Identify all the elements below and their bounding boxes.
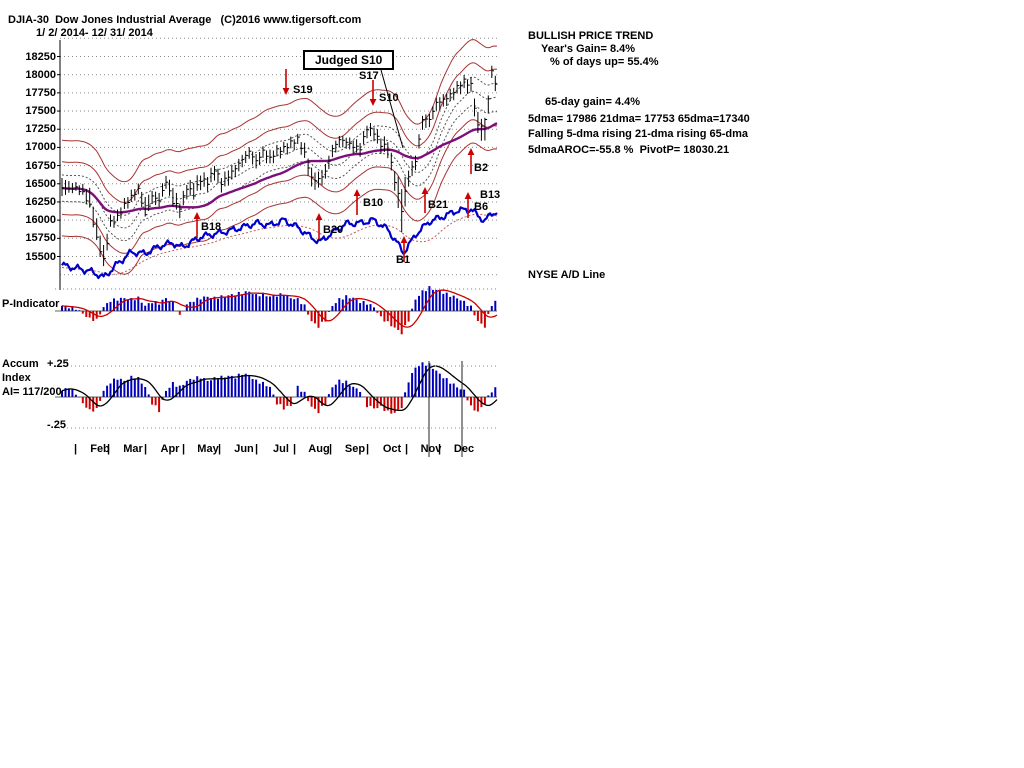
- dma-values-label: 5dma= 17986 21dma= 17753 65dma=17340: [528, 113, 750, 125]
- accum-plus-label: +.25: [47, 358, 69, 370]
- date-range: 1/ 2/ 2014- 12/ 31/ 2014: [36, 27, 153, 39]
- index-label: Index: [2, 372, 31, 384]
- p-indicator-histogram: [55, 286, 498, 335]
- price-bars: [61, 65, 498, 267]
- accum-label: Accum: [2, 358, 39, 370]
- gain-65day-label: 65-day gain= 4.4%: [545, 96, 641, 108]
- years-gain-label: Year's Gain= 8.4%: [541, 43, 636, 55]
- p-indicator-label: P-Indicator: [2, 298, 60, 310]
- chart-title: DJIA-30 Dow Jones Industrial Average (C)…: [8, 14, 362, 26]
- accum-index-histogram: [55, 362, 498, 414]
- month-separator-lines: [428, 361, 463, 457]
- trend-status-label: BULLISH PRICE TREND: [528, 30, 654, 42]
- price-y-axis: [57, 40, 61, 290]
- dma-trend-label: Falling 5-dma rising 21-dma rising 65-dm…: [528, 128, 749, 140]
- signal-arrows: [193, 69, 475, 262]
- ad-line-label: NYSE A/D Line: [528, 269, 606, 281]
- accum-minus-label: -.25: [47, 419, 66, 431]
- panel-gridlines: [55, 288, 497, 429]
- nyse-ad-line: [61, 206, 498, 280]
- price-gridlines: [60, 37, 497, 276]
- ai-ratio-label: AI= 117/200: [2, 386, 62, 398]
- aroc-pivot-label: 5dmaAROC=-55.8 % PivotP= 18030.21: [528, 144, 730, 156]
- days-up-label: % of days up= 55.4%: [550, 56, 659, 68]
